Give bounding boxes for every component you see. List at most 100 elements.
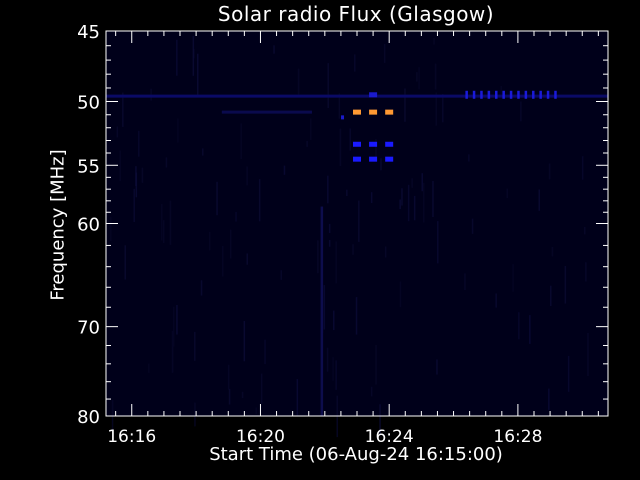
noise-streak: [283, 165, 286, 175]
burst-mark: [385, 109, 394, 115]
noise-streak: [111, 400, 114, 431]
noise-streak: [432, 181, 434, 217]
noise-streak: [495, 293, 497, 308]
noise-streak: [228, 388, 231, 405]
noise-streak: [296, 379, 299, 416]
noise-streak: [240, 123, 242, 159]
noise-streak: [506, 188, 508, 199]
x-axis-label: Start Time (06-Aug-24 16:15:00): [209, 444, 503, 465]
noise-streak: [229, 229, 232, 259]
noise-streak: [333, 310, 335, 331]
burst-mark: [369, 109, 378, 115]
noise-streak: [550, 285, 552, 306]
noise-streak: [258, 179, 261, 222]
point-mark: [341, 115, 345, 120]
burst-mark: [353, 156, 361, 162]
noise-streak: [235, 211, 237, 222]
noise-streak: [564, 266, 567, 304]
noise-streak: [326, 347, 329, 372]
noise-streak: [416, 72, 418, 82]
noise-streak: [227, 364, 230, 390]
comb-mark: [465, 90, 468, 99]
frequency-band: [106, 94, 608, 98]
noise-streak: [421, 173, 423, 192]
noise-streak: [327, 63, 329, 108]
noise-streak: [222, 246, 224, 277]
noise-streak: [375, 139, 377, 159]
noise-streak: [500, 86, 502, 99]
noise-streak: [436, 359, 438, 375]
noise-streak: [162, 220, 165, 243]
noise-streak: [161, 204, 163, 241]
noise-streak: [119, 150, 121, 182]
noise-streak: [358, 200, 360, 242]
comb-mark: [472, 90, 476, 99]
noise-streak: [355, 297, 358, 335]
noise-streak: [280, 270, 282, 280]
y-tick-label: 45: [77, 22, 100, 43]
noise-streak: [327, 175, 329, 204]
noise-streak: [122, 92, 124, 127]
comb-mark: [524, 90, 528, 99]
noise-streak: [551, 247, 554, 257]
noise-streak: [464, 273, 466, 291]
burst-mark: [353, 141, 361, 147]
y-axis-label: Frequency [MHz]: [47, 149, 69, 301]
noise-streak: [328, 223, 331, 233]
noise-streak: [585, 262, 587, 282]
noise-streak: [264, 339, 266, 365]
x-tick-label: 16:28: [493, 427, 542, 447]
noise-streak: [171, 330, 174, 373]
noise-streak: [124, 245, 126, 280]
noise-streak: [471, 218, 474, 234]
noise-streak: [338, 93, 341, 119]
noise-streak: [512, 264, 514, 292]
noise-streak: [246, 253, 248, 265]
noise-streak: [349, 128, 351, 151]
noise-streak: [165, 157, 168, 168]
noise-streak: [354, 54, 356, 72]
noise-streak: [548, 163, 551, 180]
noise-streak: [404, 88, 406, 122]
noise-streak: [328, 240, 331, 247]
y-tick-label: 50: [77, 93, 100, 114]
noise-streak: [332, 357, 334, 381]
noise-streak: [202, 148, 204, 156]
noise-streak: [116, 126, 119, 138]
noise-streak: [567, 355, 570, 392]
noise-streak: [581, 156, 584, 180]
noise-streak: [413, 195, 416, 221]
noise-streak: [197, 53, 199, 98]
noise-streak: [379, 404, 381, 436]
noise-streak: [370, 192, 373, 203]
noise-streak: [172, 306, 175, 347]
noise-streak: [148, 363, 150, 373]
noise-streak: [169, 200, 172, 245]
comb-mark: [554, 90, 557, 99]
noise-streak: [411, 178, 413, 188]
noise-streak: [216, 181, 218, 216]
noise-streak: [346, 189, 348, 196]
noise-streak: [194, 331, 196, 361]
noise-streak: [375, 344, 377, 385]
burst-mark: [353, 109, 361, 115]
noise-streak: [442, 93, 444, 123]
noise-streak: [548, 388, 550, 410]
noise-streak: [518, 312, 520, 340]
noise-streak: [246, 166, 248, 186]
comb-mark: [517, 90, 520, 99]
noise-streak: [317, 240, 319, 274]
noise-streak: [399, 281, 402, 308]
x-tick-label: 16:20: [236, 427, 285, 447]
noise-streak: [177, 118, 179, 143]
noise-streak: [434, 63, 437, 90]
noise-streak: [255, 407, 257, 415]
noise-streak: [380, 158, 382, 171]
noise-streak: [243, 321, 246, 362]
noise-streak: [200, 280, 203, 296]
noise-streak: [383, 44, 386, 63]
time-column: [320, 206, 324, 416]
noise-streak: [584, 226, 586, 235]
chart-title: Solar radio Flux (Glasgow): [217, 2, 495, 26]
